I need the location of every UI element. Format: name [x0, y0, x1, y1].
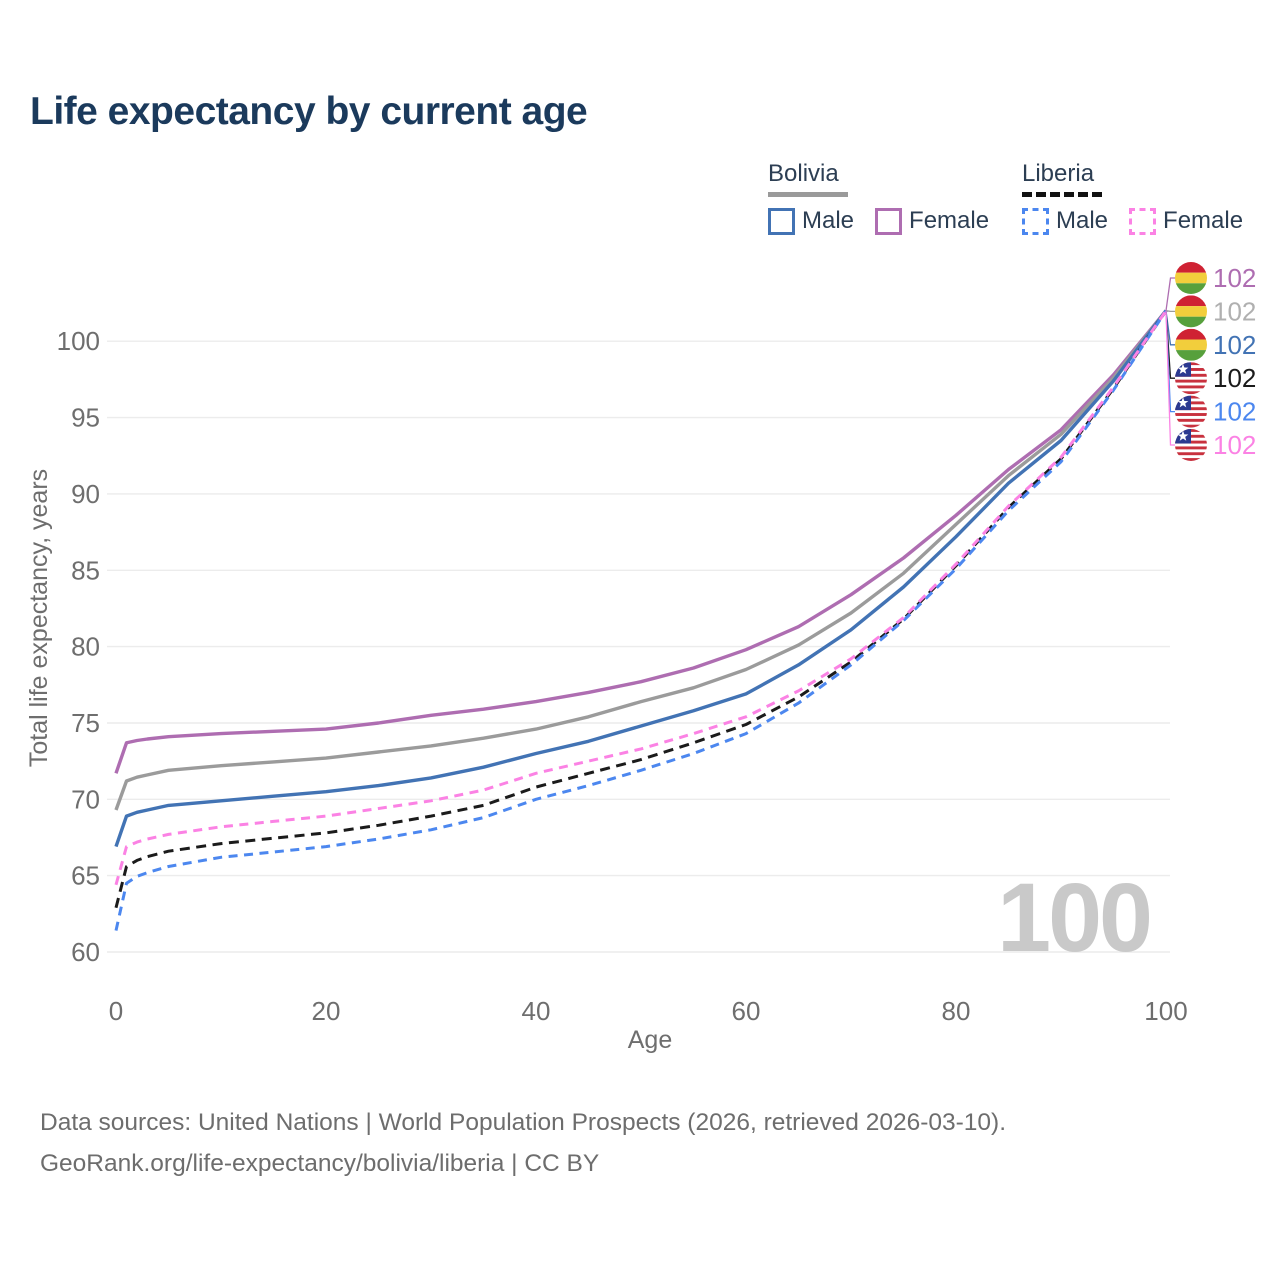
legend-items-bolivia: Male Female [768, 207, 1010, 235]
end-label-connector [1165, 310, 1175, 346]
flag-icon-bolivia [1175, 328, 1207, 361]
line-swatch-icon [875, 207, 903, 235]
y-tick-label: 60 [71, 937, 100, 967]
current-age-watermark: 100 [997, 863, 1150, 972]
attribution-line: GeoRank.org/life-expectancy/bolivia/libe… [40, 1150, 600, 1177]
y-axis-title: Total life expectancy, years [25, 469, 53, 767]
legend-group-bolivia: Bolivia Male Female [768, 160, 1010, 235]
y-tick-label: 95 [71, 403, 100, 433]
y-tick-label: 100 [57, 326, 100, 356]
line-swatch-icon [1022, 207, 1049, 235]
flag-icon-liberia [1175, 429, 1207, 461]
end-value-label: 102 [1213, 363, 1256, 393]
data-sources-line: Data sources: United Nations | World Pop… [40, 1109, 1007, 1136]
x-tick-label: 60 [732, 996, 761, 1026]
end-label-connector [1165, 310, 1175, 446]
series-line-bolivia-female[interactable] [114, 309, 1168, 774]
series-line-liberia-both-sexes[interactable] [114, 309, 1168, 909]
y-tick-label: 80 [71, 632, 100, 662]
legend-item-label: Male [1056, 207, 1109, 234]
flag-icon-bolivia [1175, 262, 1207, 294]
x-tick-label: 80 [942, 996, 971, 1026]
x-tick-label: 20 [312, 996, 341, 1026]
legend-items-liberia: Male Female [1022, 207, 1264, 235]
legend-underline-bolivia [768, 192, 848, 197]
x-tick-label: 0 [109, 996, 123, 1026]
series-line-bolivia-both-sexes[interactable] [114, 309, 1168, 811]
x-tick-label: 40 [522, 996, 551, 1026]
legend-group-liberia: Liberia Male Female [1022, 160, 1264, 235]
flag-icon-liberia [1175, 362, 1207, 395]
y-tick-label: 85 [71, 555, 100, 585]
end-value-label: 102 [1213, 330, 1256, 360]
legend-item-bolivia-female[interactable]: Female [875, 207, 989, 235]
y-tick-label: 65 [71, 861, 100, 891]
legend-underline-liberia [1022, 192, 1102, 197]
legend-country-liberia: Liberia [1022, 160, 1095, 187]
footer: Data sources: United Nations | World Pop… [40, 1102, 1006, 1184]
legend-item-liberia-female[interactable]: Female [1129, 207, 1243, 235]
series-line-liberia-female[interactable] [114, 309, 1168, 886]
end-value-label: 102 [1213, 296, 1256, 326]
x-tick-label: 100 [1144, 996, 1187, 1026]
flag-icon-liberia [1175, 395, 1207, 428]
legend-item-label: Male [802, 207, 855, 234]
line-swatch-icon [768, 207, 795, 235]
y-tick-label: 70 [71, 784, 100, 814]
y-tick-label: 90 [71, 479, 100, 509]
legend-item-liberia-male[interactable]: Male [1022, 207, 1108, 235]
legend-item-label: Female [909, 207, 990, 234]
end-value-label: 102 [1213, 430, 1256, 460]
end-value-label: 102 [1213, 397, 1256, 427]
y-tick-label: 75 [71, 708, 100, 738]
end-value-label: 102 [1213, 263, 1256, 293]
end-label-connector [1165, 310, 1175, 313]
x-axis-title: Age [628, 1026, 672, 1054]
legend-country-bolivia: Bolivia [768, 160, 839, 187]
line-swatch-icon [1129, 207, 1157, 235]
legend-item-bolivia-male[interactable]: Male [768, 207, 854, 235]
page-title: Life expectancy by current age [30, 90, 588, 133]
flag-icon-bolivia [1175, 295, 1207, 328]
legend-item-label: Female [1163, 207, 1244, 234]
series-line-bolivia-male[interactable] [114, 309, 1168, 848]
end-label-connector [1165, 277, 1175, 311]
series-line-liberia-male[interactable] [114, 309, 1168, 931]
